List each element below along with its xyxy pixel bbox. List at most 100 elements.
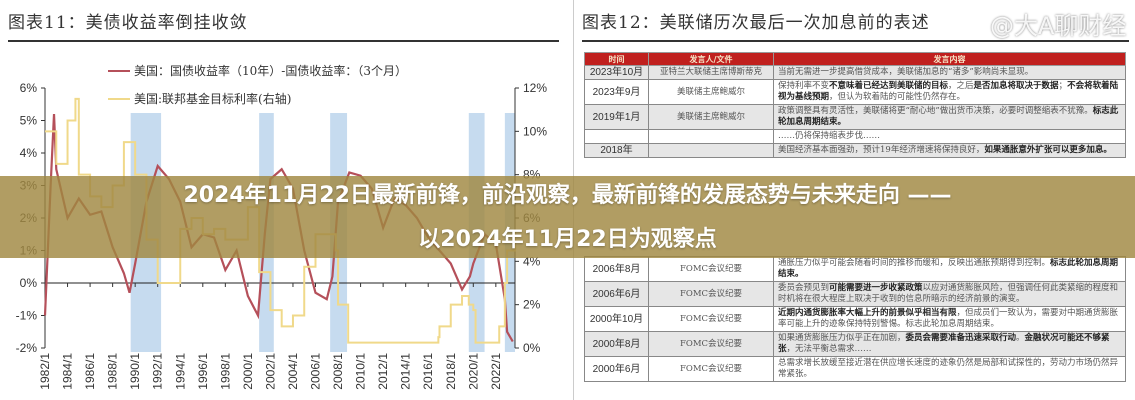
content-text: 以应对通货膨胀风险，但强调任何此类紧缩的程度和时机将在很大程度上取决于收到的信息… [778,283,1119,304]
cell-content: ……仍将保持缩表步伐…… [773,129,1126,144]
x-tick-label: 1994/1 [173,353,187,390]
table-row: 2023年10月 亚特兰大联储主席博斯蒂克 当前无需进一步提高借贷成本，美联储加息的… [584,65,1126,80]
content-text: ； [1058,81,1068,91]
cell-content: 总需求增长放缓至接近潜在供应增长速度的迹象仍然是局部和试探性的，劳动力市场仍然异… [773,356,1126,382]
y2-tick-label: 2% [523,298,541,312]
x-tick-label: 2012/1 [376,353,390,390]
cell-content: 委员会预见到可能需要进一步收紧政策以应对通货膨胀风险，但强调任何此类紧缩的程度和… [773,281,1126,307]
x-tick-label: 1992/1 [151,353,165,390]
content-text: 如果通货膨胀压力似乎正在加剧， [778,333,906,343]
header-content: 发言内容 [773,52,1126,66]
content-text: 当前无需进一步提高借贷成本，美联储加息的“诸多”影响尚未显现。 [778,67,1034,77]
cell-speaker: 美联储主席鲍威尔 [648,104,774,130]
table-row: 2006年6月 FOMC会议纪要 委员会预见到可能需要进一步收紧政策以应对通货膨胀风… [584,281,1126,307]
headline-banner [0,176,1135,258]
cell-date: 2000年6月 [584,356,649,382]
cell-content: 美国经济基本面强劲，预计19年经济增速将保持良好，如果通胀意外扩张可以更多加息。 [773,143,1126,158]
emphasis-text: 如果通胀意外扩张可以更多加息。 [984,145,1112,155]
table-title: 图表12：美联储历次最后一次加息前的表述 [582,13,930,33]
emphasis-text: 标志此轮加息周期结束。 [778,258,1119,279]
cell-speaker: FOMC会议纪要 [648,306,774,332]
content-text: 保持利率不变 [778,81,830,91]
cell-date: 2000年10月 [584,306,649,332]
fed-statements-table-continued: 2006年8月 FOMC会议纪要 通胀压力似乎可能会随着时间的推移而缓和，反映出通胀… [584,256,1126,382]
legend-item-spread: 美国：国债收益率（10年）-国债收益率：（3个月） [108,62,407,79]
x-tick-label: 1998/1 [218,353,232,390]
x-tick-label: 2006/1 [309,353,323,390]
x-tick-label: 2018/1 [444,353,458,390]
x-tick-label: 1990/1 [128,353,142,390]
y-tick-label: 6% [20,81,38,95]
cell-speaker [648,143,774,158]
legend-label: 美国：国债收益率（10年）-国债收益率：（3个月） [134,64,407,78]
emphasis-text: 近期内通货膨胀率大幅上升的前景似乎相当有限 [778,308,957,318]
x-tick-label: 1982/1 [38,353,52,390]
y-tick-label: -1% [16,309,38,323]
table-row: 2023年9月 美联储主席鲍威尔 保持利率不变不意味着已经达到美联储的目标，之后是否… [584,79,1126,105]
table-row: 2019年1月 美联储主席鲍威尔 政策调整具有灵活性，美联储将更“耐心地”做出货币决… [584,104,1126,130]
cell-content: 政策调整具有灵活性，美联储将更“耐心地”做出货币决策，必要时调整缩表不犹豫。标志… [773,104,1126,130]
title-rule [582,40,1129,42]
header-date: 时间 [584,52,649,66]
emphasis-text: 委员会需要准备迅速采取行动 [905,333,1017,343]
emphasis-text: 不意味着已经达到美联储的目标 [829,81,949,91]
headline-line-1: 2024年11月22日最新前锋，前沿观察，最新前锋的发展态势与未来走向 —— [183,183,952,208]
cell-speaker: FOMC会议纪要 [648,331,774,357]
legend-item-fedfunds: 美国:联邦基金目标利率(右轴) [108,90,291,107]
content-text: 通胀压力似乎可能会随着时间的推移而缓和，反映出通胀预期得到控制。 [778,258,1051,268]
chart-title: 图表11：美债收益率倒挂收敛 [8,13,248,33]
emphasis-text: 不会将软着陆视为基线预期 [778,81,1119,102]
content-text: 政策调整具有灵活性，美联储将更“耐心地”做出货币决策，必要时调整缩表不犹豫。 [778,106,1093,116]
fed-statements-table: 时间 发言人/文件 发言内容 2023年10月 亚特兰大联储主席博斯蒂克 当前无需进… [584,52,1126,158]
cell-date: 2018年 [584,143,649,158]
cell-content: 当前无需进一步提高借贷成本，美联储加息的“诸多”影响尚未显现。 [773,65,1126,80]
cell-date: 2023年9月 [584,79,649,105]
cell-speaker: 美联储主席鲍威尔 [648,79,774,105]
cell-speaker: FOMC会议纪要 [648,256,774,282]
table-row: 2000年8月 FOMC会议纪要 如果通货膨胀压力似乎正在加剧，委员会需要准备迅速采… [584,331,1126,357]
table-row: 2000年10月 FOMC会议纪要 近期内通货膨胀率大幅上升的前景似乎相当有限，但成… [584,306,1126,332]
x-tick-label: 1988/1 [106,353,120,390]
content-text: 总需求增长放缓至接近潜在供应增长速度的迹象仍然是局部和试探性的，劳动力市场仍然异… [778,358,1119,379]
table-row: 2018年 美国经济基本面强劲，预计19年经济增速将保持良好，如果通胀意外扩张可以… [584,143,1126,158]
content-text: 。 [1016,333,1025,343]
y-tick-label: -2% [16,341,38,355]
table-row: ……仍将保持缩表步伐…… [584,129,1126,144]
emphasis-text: 标志此轮加息周期结束。 [778,106,1119,127]
header-speaker: 发言人/文件 [648,52,774,66]
cell-speaker: 亚特兰大联储主席博斯蒂克 [648,65,774,80]
emphasis-text: 是否加息将取决于数据 [973,81,1059,91]
x-tick-label: 2002/1 [263,353,277,390]
content-text: ，但认为软着陆的可能性仍然存在。 [829,92,966,102]
x-tick-label: 2000/1 [241,353,255,390]
cell-date: 2006年8月 [584,256,649,282]
watermark: @大A聊财经 [990,12,1127,40]
x-tick-label: 1986/1 [83,353,97,390]
cell-speaker [648,129,774,144]
emphasis-text: 金融状况可能还不够紧张 [778,333,1110,354]
x-tick-label: 1984/1 [61,353,75,390]
x-tick-label: 2008/1 [331,353,345,390]
cell-speaker: FOMC会议纪要 [648,356,774,382]
y2-tick-label: 0% [523,341,541,355]
content-text: ……仍将保持缩表步伐…… [778,131,881,141]
table-header-row: 时间 发言人/文件 发言内容 [584,52,1126,66]
content-text: 美国经济基本面强劲，预计19年经济增速将保持良好， [778,145,985,155]
cell-date: 2000年8月 [584,331,649,357]
content-text: ，无法平衡总需求…… [786,344,872,354]
content-text: 委员会预见到 [778,283,830,293]
y2-tick-label: 12% [523,81,547,95]
x-tick-label: 1996/1 [196,353,210,390]
x-tick-label: 2014/1 [399,353,413,390]
y2-tick-label: 10% [523,124,547,138]
x-tick-label: 2004/1 [286,353,300,390]
x-tick-label: 2010/1 [354,353,368,390]
cell-content: 近期内通货膨胀率大幅上升的前景似乎相当有限，但成员们一致认为，需要对中期通货膨胀… [773,306,1126,332]
table-row: 2006年8月 FOMC会议纪要 通胀压力似乎可能会随着时间的推移而缓和，反映出通胀… [584,256,1126,282]
cell-content: 保持利率不变不意味着已经达到美联储的目标，之后是否加息将取决于数据；不会将软着陆… [773,79,1126,105]
cell-speaker: FOMC会议纪要 [648,281,774,307]
cell-date: 2006年6月 [584,281,649,307]
title-rule [8,40,559,42]
cell-content: 如果通货膨胀压力似乎正在加剧，委员会需要准备迅速采取行动。金融状况可能还不够紧张… [773,331,1126,357]
cell-content: 通胀压力似乎可能会随着时间的推移而缓和，反映出通胀预期得到控制。标志此轮加息周期… [773,256,1126,282]
